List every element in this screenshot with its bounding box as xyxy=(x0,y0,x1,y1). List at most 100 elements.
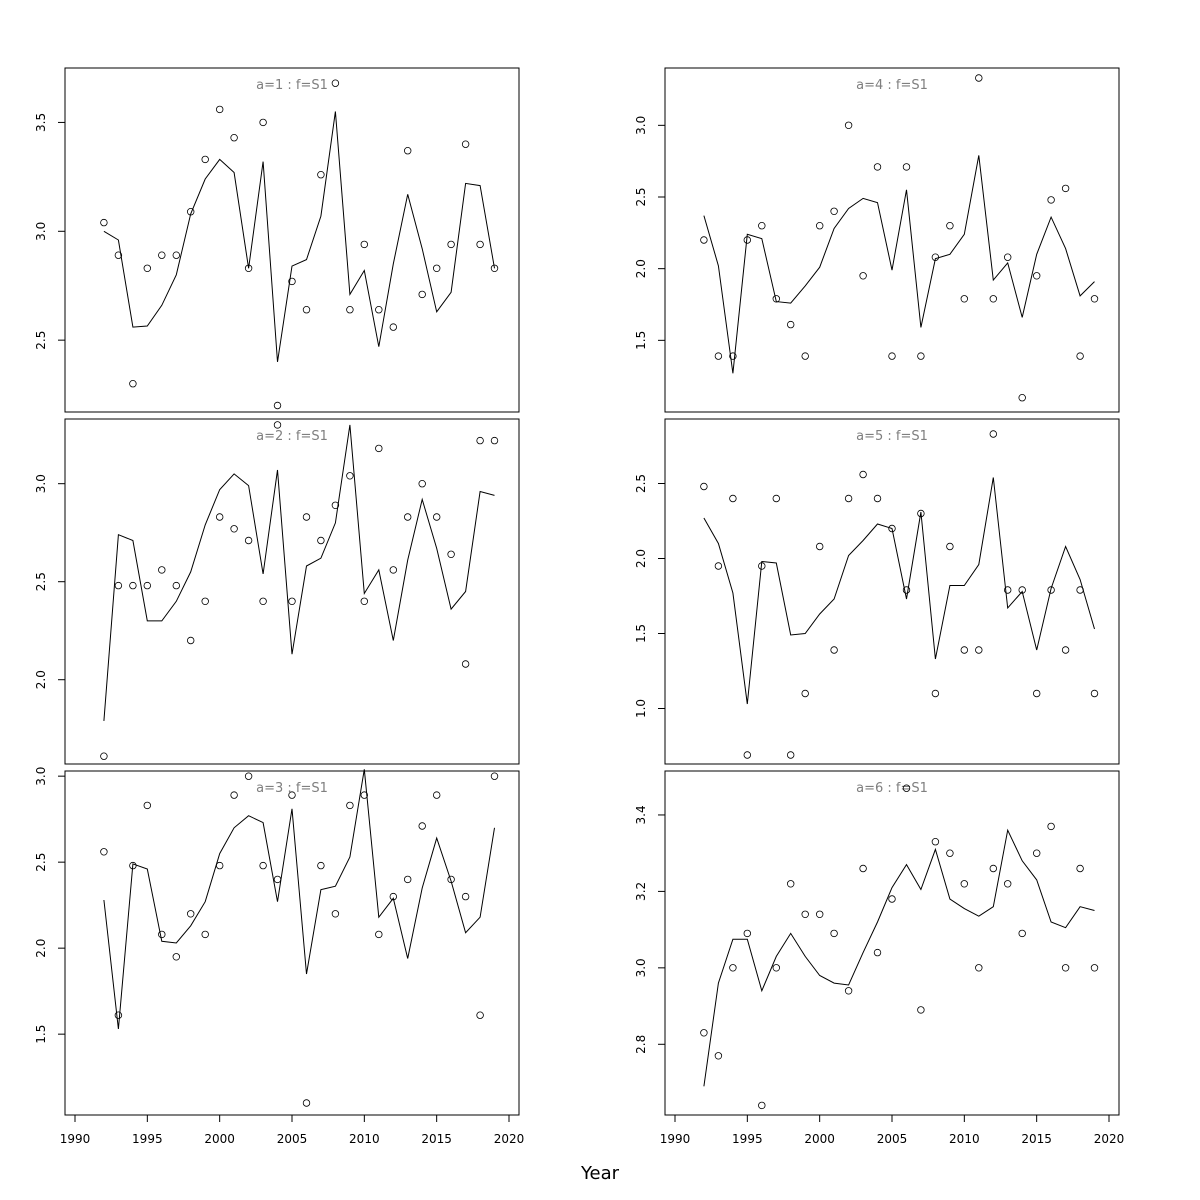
observed-point xyxy=(1076,864,1084,873)
observed-point xyxy=(917,1006,925,1014)
observed-point xyxy=(461,140,470,148)
observed-point xyxy=(772,494,780,503)
observed-point xyxy=(960,646,968,654)
observed-point xyxy=(758,1101,766,1110)
observed-point xyxy=(1032,689,1041,698)
panel-title: a=1 : f=S1 xyxy=(256,78,328,93)
y-tick-label: 2.0 xyxy=(634,549,648,568)
observed-point xyxy=(902,784,911,792)
observed-point xyxy=(1061,646,1070,654)
fitted-series-line xyxy=(703,155,1095,374)
observed-point xyxy=(816,221,824,230)
observed-point xyxy=(917,352,925,360)
y-tick-label: 3.2 xyxy=(634,882,648,901)
y-tick-label: 3.4 xyxy=(634,805,648,824)
observed-point xyxy=(201,930,209,939)
observed-point xyxy=(975,964,983,972)
observed-point xyxy=(172,251,180,259)
fitted-series-line xyxy=(103,769,495,1030)
observed-point xyxy=(1004,880,1012,888)
observed-point xyxy=(917,509,925,518)
x-tick-label: 2015 xyxy=(1021,1132,1052,1146)
panel-title: a=3 : f=S1 xyxy=(256,781,328,796)
panel-title: a=4 : f=S1 xyxy=(856,78,928,93)
x-tick-label: 2000 xyxy=(204,1132,235,1146)
observed-point xyxy=(873,948,882,957)
observed-point xyxy=(447,240,455,249)
observed-point xyxy=(801,689,809,698)
observed-point xyxy=(490,772,499,780)
observed-point xyxy=(418,822,426,830)
observed-point xyxy=(404,875,412,884)
x-tick-label: 1990 xyxy=(60,1132,91,1146)
observed-point xyxy=(859,864,867,873)
observed-point xyxy=(302,1099,311,1107)
y-tick-label: 2.5 xyxy=(34,331,48,350)
x-tick-label: 2000 xyxy=(804,1132,835,1146)
x-tick-label: 2005 xyxy=(877,1132,908,1146)
observed-point xyxy=(859,272,867,280)
observed-point xyxy=(476,240,484,249)
panel-frame xyxy=(664,418,1120,765)
observed-point xyxy=(447,550,455,558)
observed-point xyxy=(375,444,383,453)
observed-point xyxy=(129,581,137,590)
observed-point xyxy=(960,295,968,303)
observed-point xyxy=(758,221,766,230)
observed-point xyxy=(360,240,368,249)
observed-point xyxy=(230,525,238,533)
y-tick-label: 3.0 xyxy=(634,116,648,135)
observed-point xyxy=(201,597,209,605)
observed-point xyxy=(201,155,209,164)
x-tick-label: 1995 xyxy=(732,1132,763,1146)
observed-point xyxy=(389,892,397,901)
observed-point xyxy=(729,494,737,503)
observed-point xyxy=(989,295,997,303)
observed-point xyxy=(360,791,368,799)
x-tick-label: 1990 xyxy=(660,1132,691,1146)
panel-4: a=5 : f=S1 1.0 1.5 2.0 2.5 xyxy=(634,418,1120,765)
y-tick-label: 3.0 xyxy=(34,474,48,493)
observed-point xyxy=(975,74,983,82)
observed-point xyxy=(447,875,455,884)
observed-point xyxy=(1018,394,1026,402)
observed-point xyxy=(714,1052,723,1060)
observed-point xyxy=(215,513,224,521)
observed-point xyxy=(158,251,166,259)
observed-point xyxy=(700,482,708,491)
observed-point xyxy=(230,133,238,142)
observed-point xyxy=(490,264,499,272)
observed-point xyxy=(859,470,867,479)
observed-point xyxy=(288,791,296,799)
observed-point xyxy=(1047,822,1055,831)
observed-point xyxy=(801,910,809,918)
x-tick-label: 2020 xyxy=(494,1132,525,1146)
observed-point xyxy=(490,436,499,445)
observed-point xyxy=(902,163,911,171)
panel-frame xyxy=(64,770,520,1116)
y-tick-label: 2.0 xyxy=(34,939,48,958)
observed-point xyxy=(888,352,896,360)
observed-point xyxy=(787,320,795,329)
observed-point xyxy=(1090,295,1099,303)
observed-point xyxy=(100,848,108,856)
observed-point xyxy=(888,895,896,903)
observed-point xyxy=(729,352,737,360)
x-tick-label: 2010 xyxy=(949,1132,980,1146)
observed-point xyxy=(888,524,896,533)
observed-point xyxy=(389,566,397,574)
observed-point xyxy=(317,536,325,545)
observed-point xyxy=(129,380,137,388)
observed-point xyxy=(1018,929,1026,938)
observed-point xyxy=(989,864,997,873)
panel-title: a=5 : f=S1 xyxy=(856,429,928,444)
observed-point xyxy=(816,542,824,551)
observed-point xyxy=(758,562,766,570)
observed-point xyxy=(259,861,267,870)
observed-point xyxy=(700,236,708,244)
observed-point xyxy=(404,146,412,155)
fitted-series-line xyxy=(103,424,495,721)
observed-point xyxy=(273,875,282,884)
observed-point xyxy=(476,436,484,445)
observed-point xyxy=(143,264,151,272)
